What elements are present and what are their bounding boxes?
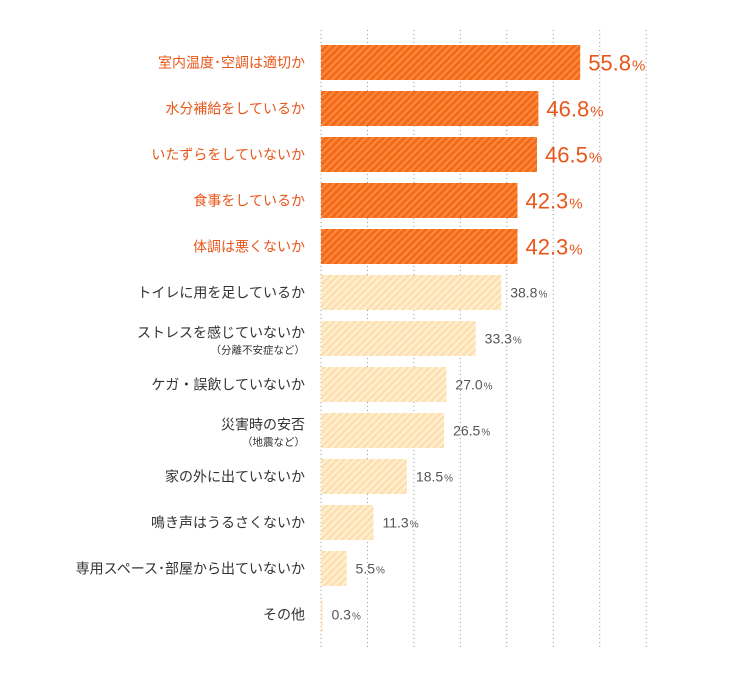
value-label: 11.3%: [382, 515, 418, 531]
category-label: 体調は悪くないか: [193, 240, 305, 256]
bar: [321, 229, 518, 264]
category-label: 専用スペース･部屋から出ていないか: [76, 562, 305, 578]
category-label: トイレに用を足しているか: [137, 286, 305, 302]
value-label: 18.5%: [416, 469, 453, 485]
bar: [321, 137, 537, 172]
value-label: 5.5%: [356, 561, 385, 577]
bar: [321, 459, 407, 494]
bar: [321, 321, 476, 356]
value-label: 27.0%: [455, 377, 492, 393]
value-label: 42.3%: [525, 189, 582, 214]
category-label: 食事をしているか: [193, 193, 305, 210]
bar: [321, 597, 323, 632]
category-label: 室内温度･空調は適切か: [158, 55, 305, 72]
value-label: 46.5%: [545, 143, 602, 168]
value-label: 0.3%: [332, 607, 361, 623]
bar: [321, 275, 502, 310]
value-label: 46.8%: [546, 97, 603, 122]
bar: [321, 183, 518, 218]
category-label: いたずらをしていないか: [151, 148, 305, 164]
bar: [321, 91, 539, 126]
category-label: 災害時の安否: [221, 418, 305, 434]
category-label: その他: [263, 608, 305, 624]
value-label: 26.5%: [453, 423, 490, 439]
category-label: 鳴き声はうるさくないか: [151, 516, 305, 532]
bars: [321, 45, 581, 632]
bar: [321, 551, 347, 586]
value-labels: 55.8% 46.8% 46.5% 42.3% 42.3% 38.8% 33.3% 27.0%…: [332, 51, 646, 623]
category-sublabel: （地震など）: [242, 436, 305, 449]
value-label: 42.3%: [525, 235, 582, 260]
bar: [321, 367, 447, 402]
bar: [321, 45, 581, 80]
category-sublabel: （分離不安症など）: [211, 344, 306, 357]
category-label: 水分補給をしているか: [165, 102, 305, 118]
value-label: 38.8%: [510, 285, 547, 301]
value-label: 33.3%: [485, 331, 522, 347]
bar: [321, 505, 374, 540]
gridlines: [320, 30, 647, 650]
bar: [321, 413, 445, 448]
category-labels: 室内温度･空調は適切か水分補給をしているかいたずらをしていないか食事をしているか…: [76, 55, 305, 624]
category-label: ストレスを感じていないか: [137, 325, 305, 342]
value-label: 55.8%: [588, 51, 645, 76]
category-label: ケガ・誤飲していないか: [151, 378, 305, 394]
category-label: 家の外に出ていないか: [165, 469, 305, 486]
